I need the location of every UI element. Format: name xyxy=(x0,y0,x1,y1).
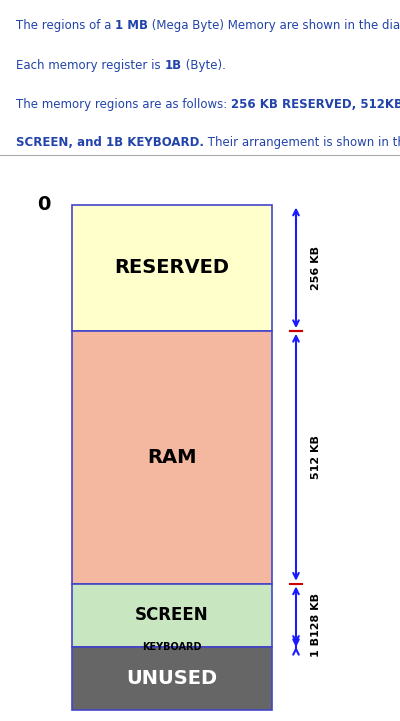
Text: The memory regions are as follows:: The memory regions are as follows: xyxy=(16,98,231,111)
Text: 0: 0 xyxy=(37,195,51,214)
Text: The regions of a: The regions of a xyxy=(16,19,115,32)
Text: RAM: RAM xyxy=(147,448,197,466)
Text: UNUSED: UNUSED xyxy=(126,669,218,688)
Bar xyxy=(72,647,272,710)
Text: Their arrangement is shown in the diagram below.: Their arrangement is shown in the diagra… xyxy=(204,136,400,149)
Text: 256 KB RESERVED, 512KB RAM, 128KB: 256 KB RESERVED, 512KB RAM, 128KB xyxy=(231,98,400,111)
Text: SCREEN, and 1B KEYBOARD.: SCREEN, and 1B KEYBOARD. xyxy=(16,136,204,149)
Text: KEYBOARD: KEYBOARD xyxy=(142,642,202,652)
Text: (Mega Byte) Memory are shown in the diagram below.: (Mega Byte) Memory are shown in the diag… xyxy=(148,19,400,32)
Text: 512 KB: 512 KB xyxy=(311,435,321,479)
Text: 1B: 1B xyxy=(164,58,182,71)
Text: (Byte).: (Byte). xyxy=(182,58,225,71)
Text: 1 B: 1 B xyxy=(311,637,321,657)
Bar xyxy=(72,331,272,583)
Text: Each memory register is: Each memory register is xyxy=(16,58,164,71)
Text: 1 MB: 1 MB xyxy=(115,19,148,32)
Text: SCREEN: SCREEN xyxy=(135,606,209,624)
Text: RESERVED: RESERVED xyxy=(114,258,230,278)
Text: 256 KB: 256 KB xyxy=(311,246,321,290)
Text: 128 KB: 128 KB xyxy=(311,593,321,637)
Bar xyxy=(72,583,272,647)
Bar xyxy=(72,205,272,331)
